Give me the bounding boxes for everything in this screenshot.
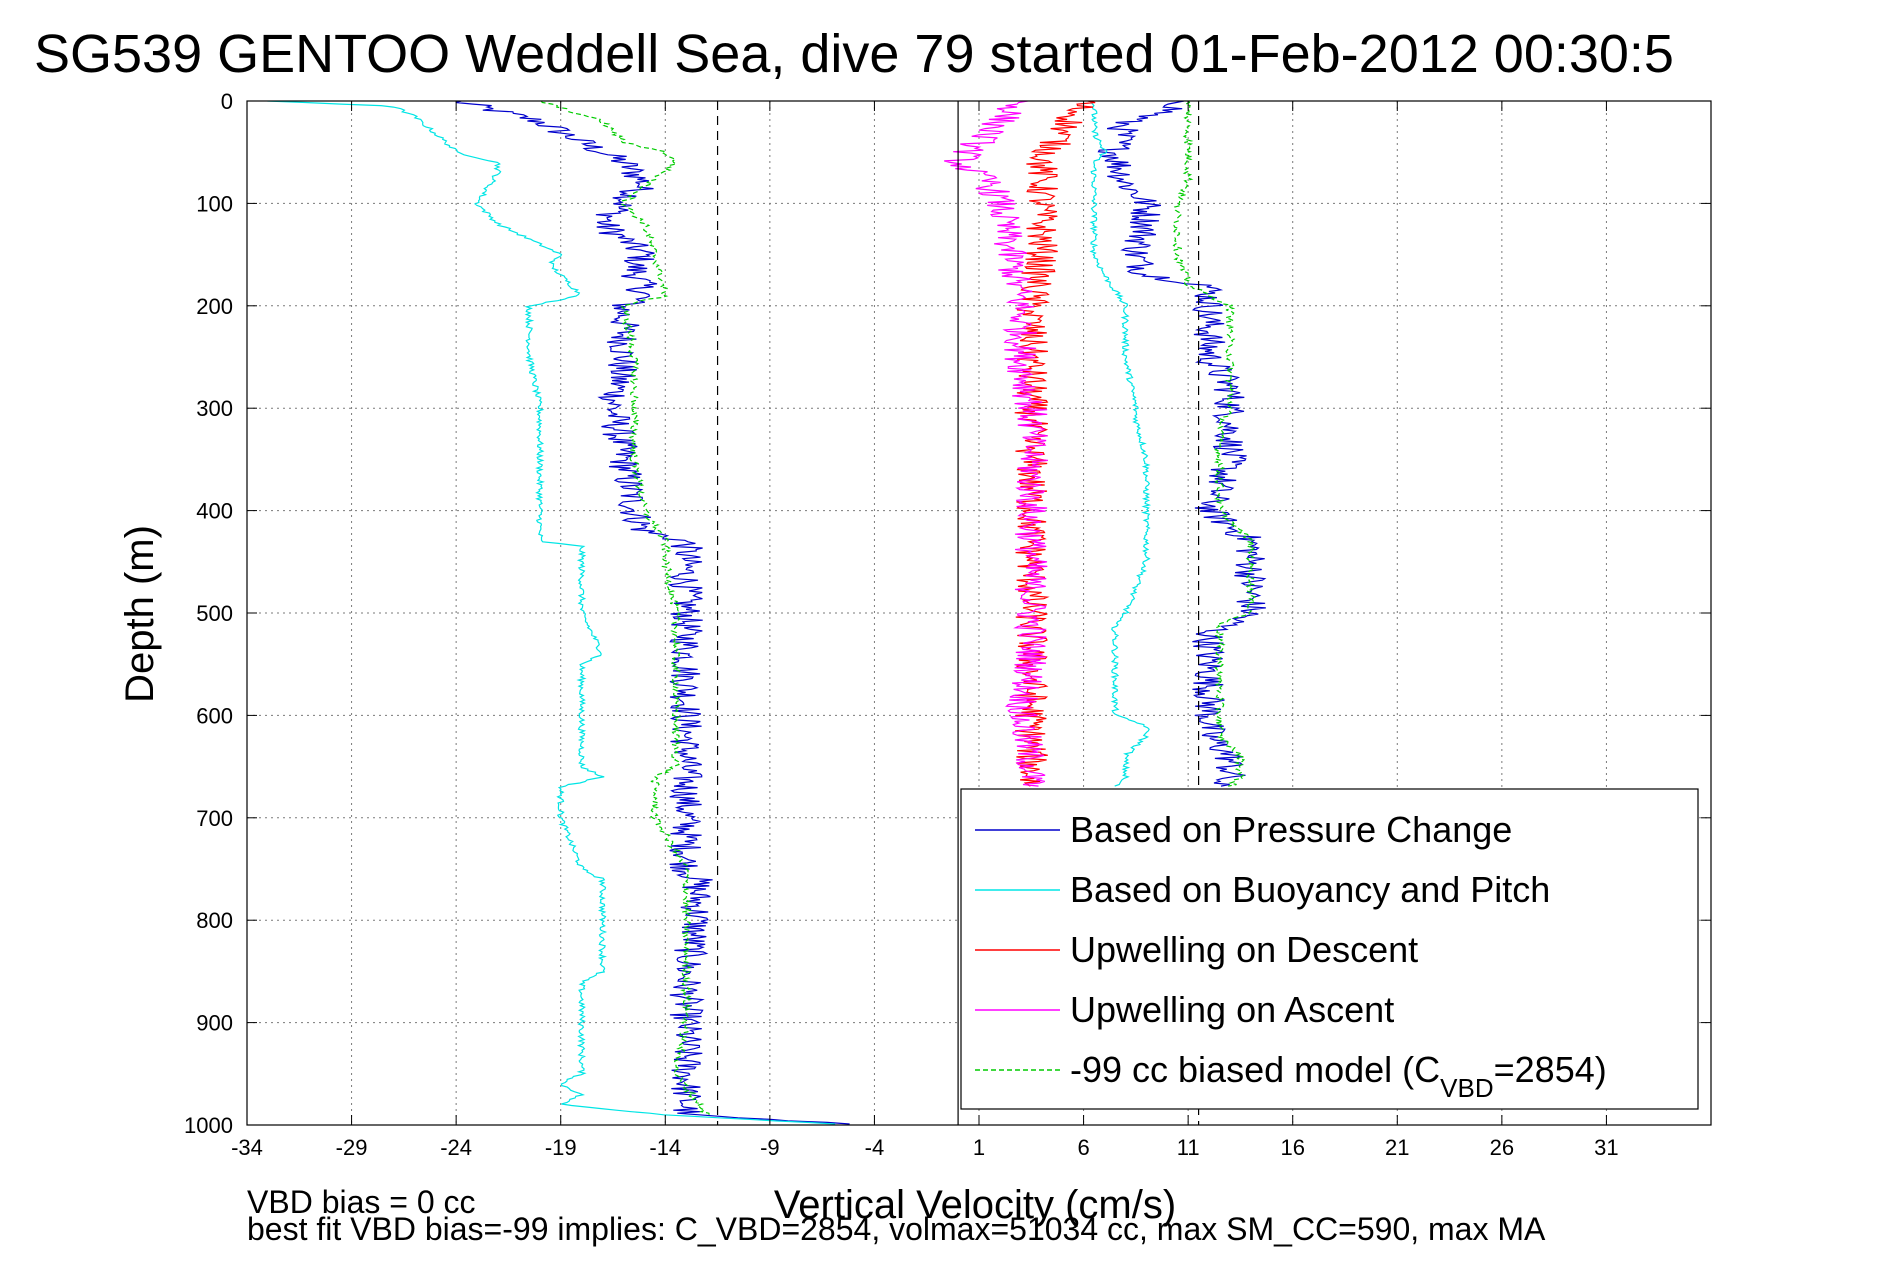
x-tick-label: -4: [865, 1135, 885, 1160]
y-tick-label: 1000: [184, 1113, 233, 1138]
y-tick-label: 300: [196, 396, 233, 421]
x-tick-label: -14: [649, 1135, 681, 1160]
x-tick-label: 26: [1490, 1135, 1514, 1160]
x-tick-label: -9: [760, 1135, 780, 1160]
y-tick-label: 400: [196, 499, 233, 524]
series-2: [267, 101, 1152, 1125]
x-tick-label: -34: [231, 1135, 263, 1160]
y-tick-label: 600: [196, 703, 233, 728]
series-4: [944, 101, 1048, 787]
x-tick-label: 21: [1385, 1135, 1409, 1160]
x-tick-label: 6: [1077, 1135, 1089, 1160]
x-tick-label: 1: [973, 1135, 985, 1160]
y-axis-label: Depth (m): [118, 525, 162, 703]
legend-entry: Based on Pressure Change: [1070, 809, 1512, 850]
x-tick-label: -29: [336, 1135, 368, 1160]
series-group: [267, 101, 1267, 1125]
legend-entry: Upwelling on Descent: [1070, 929, 1418, 970]
y-tick-label: 100: [196, 191, 233, 216]
y-axis-ticks: 0 100 200 300 400 500 600 700 800 900 1000: [184, 89, 1711, 1138]
series-1: [455, 101, 1267, 1125]
x-tick-label: 31: [1594, 1135, 1618, 1160]
legend-entry: Based on Buoyancy and Pitch: [1070, 869, 1550, 910]
reference-lines: [716, 101, 1200, 1125]
series-trace: [267, 101, 836, 1125]
y-tick-label: 900: [196, 1011, 233, 1036]
x-tick-label: 16: [1280, 1135, 1304, 1160]
y-tick-label: 500: [196, 601, 233, 626]
y-tick-label: 200: [196, 294, 233, 319]
x-tick-label: -24: [440, 1135, 472, 1160]
x-tick-label: 11: [1177, 1135, 1200, 1160]
series-5: [540, 101, 1257, 1115]
annotation-best-fit: best fit VBD bias=-99 implies: C_VBD=285…: [247, 1211, 1546, 1247]
legend: Based on Pressure Change Based on Buoyanc…: [960, 788, 1699, 1110]
series-trace: [455, 101, 850, 1125]
annotation-vbd-bias: VBD bias = 0 cc: [247, 1184, 476, 1220]
series-trace: [1172, 101, 1257, 787]
series-trace: [1097, 101, 1267, 787]
y-tick-label: 700: [196, 806, 233, 831]
series-trace: [540, 101, 710, 1115]
x-axis-ticks: -34 -29 -24 -19 -14 -9 -4 1 6 11 16 21 26 31: [231, 101, 1619, 1160]
x-tick-label: -19: [545, 1135, 577, 1160]
y-tick-label: 0: [221, 89, 233, 114]
y-tick-label: 800: [196, 908, 233, 933]
chart-title: SG539 GENTOO Weddell Sea, dive 79 starte…: [34, 24, 1674, 84]
legend-entry: -99 cc biased model (CVBD=2854): [1070, 1049, 1607, 1103]
series-trace: [944, 101, 1048, 787]
legend-box: [960, 788, 1699, 1110]
legend-entry: Upwelling on Ascent: [1070, 989, 1394, 1030]
series-trace: [1089, 101, 1152, 787]
x-axis-label: Vertical Velocity (cm/s): [774, 1183, 1176, 1227]
